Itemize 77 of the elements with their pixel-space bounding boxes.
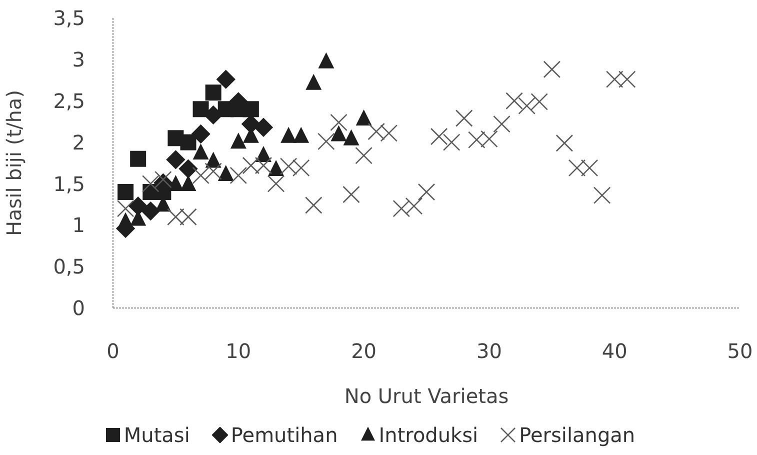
point [204, 162, 222, 180]
point [130, 150, 146, 167]
point [268, 160, 284, 176]
legend-label: Persilangan [518, 423, 636, 447]
point [242, 156, 260, 174]
point [392, 200, 410, 218]
point [506, 92, 523, 110]
point [418, 183, 436, 201]
point [142, 175, 160, 192]
point [355, 146, 372, 164]
point [606, 70, 624, 88]
point [380, 124, 398, 142]
point [204, 105, 223, 125]
y-tick-label: 3 [72, 48, 85, 72]
point [218, 165, 234, 181]
point [191, 124, 210, 144]
point [178, 159, 198, 178]
y-tick-label: 2 [72, 130, 85, 154]
point [254, 156, 272, 174]
point [304, 196, 322, 214]
y-tick-label: 1 [72, 213, 85, 238]
point [230, 132, 246, 149]
x-tick-label: 0 [106, 339, 120, 364]
point [518, 97, 536, 114]
y-tick-label: 1,5 [53, 172, 85, 196]
point [116, 200, 134, 218]
point [118, 184, 134, 200]
legend-label: Mutasi [122, 423, 190, 447]
x-tick-label: 40 [602, 339, 628, 364]
point [318, 132, 335, 150]
x-tick-label: 50 [727, 339, 753, 364]
point [593, 186, 611, 204]
y-tick-label: 0 [72, 296, 85, 320]
y-tick-label: 3,5 [53, 6, 85, 30]
point [368, 122, 385, 140]
point [192, 101, 209, 118]
point [166, 150, 186, 170]
point [267, 175, 285, 192]
point [154, 170, 172, 188]
point [543, 60, 561, 78]
point [530, 93, 548, 110]
point [455, 110, 473, 127]
x-tick-label: 30 [476, 339, 502, 364]
point [254, 118, 274, 137]
point [141, 201, 160, 221]
point [180, 208, 197, 226]
point [280, 158, 298, 175]
point [568, 159, 586, 177]
point [405, 197, 423, 215]
point [230, 166, 248, 184]
point [242, 101, 259, 118]
point [618, 70, 636, 88]
point [180, 134, 196, 150]
legend-label: Introduksi [378, 423, 478, 447]
x-tick-label: 20 [351, 339, 377, 364]
point [430, 128, 448, 146]
x-axis-title: No Urut Varietas [344, 384, 509, 408]
point [480, 130, 498, 148]
y-axis-title: Hasil biji (t/ha) [2, 90, 26, 236]
legend-label: Pemutihan [230, 423, 338, 447]
point [580, 159, 598, 177]
point [556, 134, 574, 152]
x-tick-label: 10 [226, 339, 252, 364]
point [468, 131, 486, 148]
point [342, 186, 360, 204]
point [216, 70, 236, 89]
point [167, 208, 184, 226]
point [330, 125, 347, 142]
point [118, 212, 134, 228]
y-tick-label: 0,5 [53, 254, 85, 279]
point [493, 115, 510, 133]
point [192, 166, 210, 184]
point [292, 159, 310, 177]
y-tick-label: 2,5 [53, 88, 85, 113]
point [205, 84, 222, 101]
point [442, 134, 460, 151]
point [330, 114, 348, 132]
